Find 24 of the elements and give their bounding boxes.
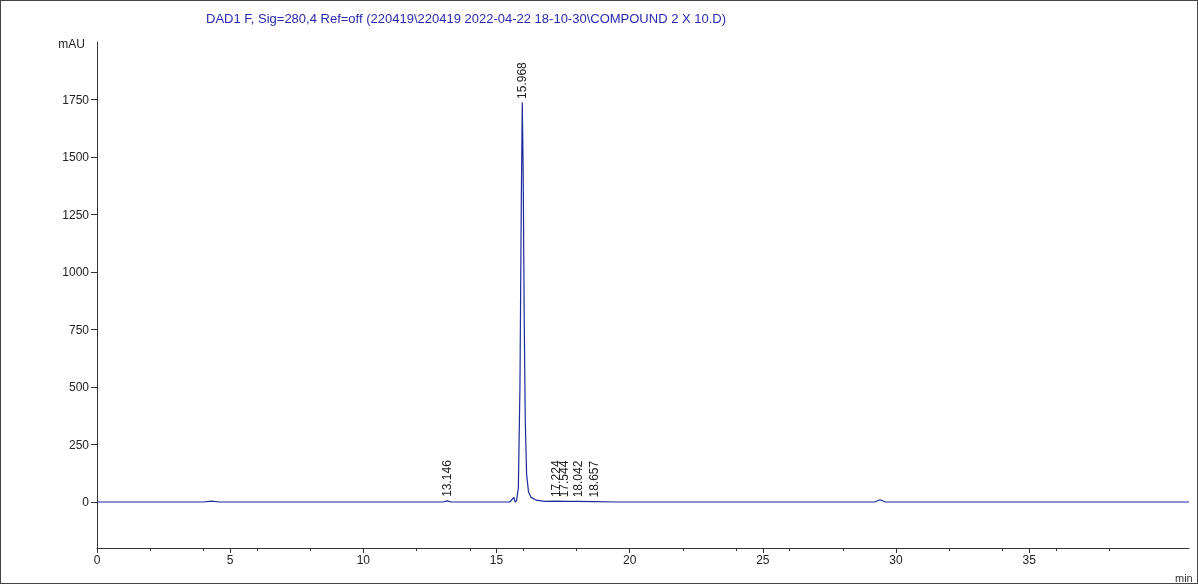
y-tick-label: 750 bbox=[68, 322, 90, 337]
y-tick-label: 1750 bbox=[62, 92, 90, 107]
y-tick-label: 1500 bbox=[62, 150, 90, 164]
x-tick-label: 0 bbox=[93, 553, 101, 567]
x-tick-label: 10 bbox=[356, 553, 371, 567]
y-tick-label: 250 bbox=[68, 437, 90, 452]
annotation: 18.657 bbox=[586, 460, 601, 498]
annotation: 15.968 bbox=[515, 61, 530, 99]
line-series bbox=[96, 102, 1190, 503]
y-axis-title: mAU bbox=[58, 37, 85, 51]
x-tick-label: 35 bbox=[1022, 553, 1037, 567]
x-tick-label: 20 bbox=[623, 553, 637, 567]
x-tick-label: 5 bbox=[226, 553, 234, 567]
y-tick-label: 1000 bbox=[62, 265, 90, 279]
x-tick-label: 25 bbox=[756, 553, 770, 567]
x-tick-label: 30 bbox=[889, 553, 904, 567]
x-tick-label: 15 bbox=[489, 553, 504, 567]
y-tick-label: 500 bbox=[68, 380, 90, 394]
chart-title: DAD1 F, Sig=280,4 Ref=off (220419\220419 2022-04-22 18-10-30\COMPOUND 2 X 10.D) bbox=[206, 11, 727, 26]
annotation: 18.042 bbox=[570, 460, 585, 498]
annotation: 13.146 bbox=[440, 459, 455, 497]
x-axis-title: min bbox=[1175, 571, 1193, 584]
y-tick-label: 0 bbox=[82, 495, 90, 509]
y-tick-label: 1250 bbox=[62, 207, 90, 222]
